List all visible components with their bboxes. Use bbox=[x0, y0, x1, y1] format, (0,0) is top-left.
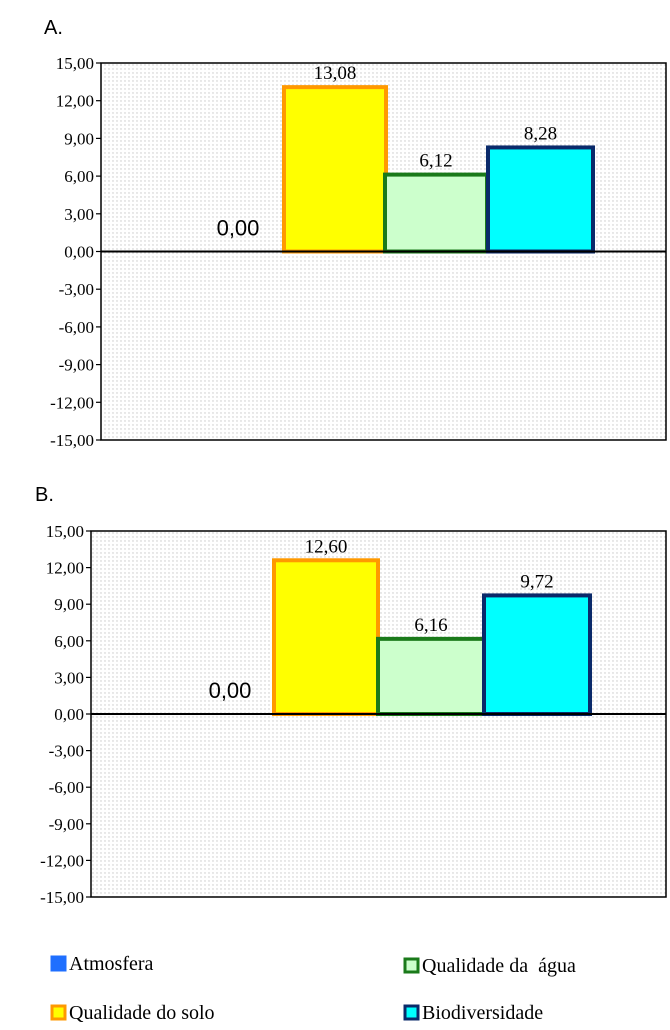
y-tick-label: 3,00 bbox=[64, 205, 94, 224]
bar-biodiversidade bbox=[486, 145, 595, 254]
legend-swatch bbox=[50, 955, 67, 972]
y-tick-label: 6,00 bbox=[54, 632, 84, 651]
data-label: 6,16 bbox=[414, 615, 447, 636]
y-tick-label: -3,00 bbox=[49, 742, 84, 761]
data-label: 0,00 bbox=[209, 678, 252, 703]
legend-swatch bbox=[403, 1004, 420, 1021]
legend-label: Qualidade do solo bbox=[69, 1002, 215, 1024]
y-tick-label: -6,00 bbox=[59, 318, 94, 337]
legend-label: Atmosfera bbox=[69, 953, 154, 975]
y-tick-label: -12,00 bbox=[40, 851, 84, 870]
y-tick-label: -3,00 bbox=[59, 280, 94, 299]
y-tick-label: 9,00 bbox=[64, 129, 94, 148]
data-label: 13,08 bbox=[314, 63, 357, 84]
y-tick-label: -9,00 bbox=[49, 815, 84, 834]
y-tick-label: -6,00 bbox=[49, 778, 84, 797]
chart-legend: Atmosfera Qualidade da água Qualidade do s… bbox=[50, 953, 576, 1024]
bar-qualidade-da-agua bbox=[376, 636, 486, 717]
panel-label: A. bbox=[44, 17, 63, 39]
y-tick-label: 0,00 bbox=[54, 705, 84, 724]
data-label: 6,12 bbox=[419, 151, 452, 172]
bar-qualidade-do-solo bbox=[282, 85, 388, 254]
chart-panel-a: A. 15,00 12,00 9,00 6,00 3,00 0,00 -3,00 -6,00 -9… bbox=[44, 17, 667, 450]
bar-qualidade-do-solo bbox=[272, 558, 380, 717]
y-tick-label: -12,00 bbox=[50, 393, 94, 412]
y-tick-label: 12,00 bbox=[46, 559, 84, 578]
legend-item: Qualidade da água bbox=[403, 955, 576, 977]
panel-label: B. bbox=[35, 484, 54, 506]
bar-qualidade-da-agua bbox=[383, 172, 489, 254]
y-tick-label: 3,00 bbox=[54, 668, 84, 687]
legend-swatch bbox=[50, 1004, 67, 1021]
legend-swatch bbox=[403, 957, 420, 974]
y-tick-label: -9,00 bbox=[59, 356, 94, 375]
data-label: 0,00 bbox=[217, 216, 260, 241]
bar-biodiversidade bbox=[482, 593, 592, 717]
y-tick-label: 0,00 bbox=[64, 243, 94, 262]
data-label: 12,60 bbox=[305, 536, 348, 557]
data-label: 8,28 bbox=[524, 123, 557, 144]
legend-item: Atmosfera bbox=[50, 953, 154, 975]
legend-item: Qualidade do solo bbox=[50, 1002, 215, 1024]
legend-item: Biodiversidade bbox=[403, 1002, 543, 1024]
data-label: 9,72 bbox=[520, 571, 553, 592]
y-tick-label: 9,00 bbox=[54, 595, 84, 614]
y-tick-label: -15,00 bbox=[50, 431, 94, 450]
y-tick-label: 12,00 bbox=[56, 92, 94, 111]
y-tick-label: 15,00 bbox=[56, 54, 94, 73]
legend-label: Biodiversidade bbox=[422, 1002, 543, 1024]
y-tick-label: -15,00 bbox=[40, 888, 84, 907]
chart-panel-b: B. 15,00 12,00 9,00 6,00 3,00 0,00 -3,00 -6,00 -9… bbox=[35, 484, 667, 907]
y-tick-label: 15,00 bbox=[46, 522, 84, 541]
y-tick-label: 6,00 bbox=[64, 167, 94, 186]
legend-label: Qualidade da água bbox=[422, 955, 576, 977]
